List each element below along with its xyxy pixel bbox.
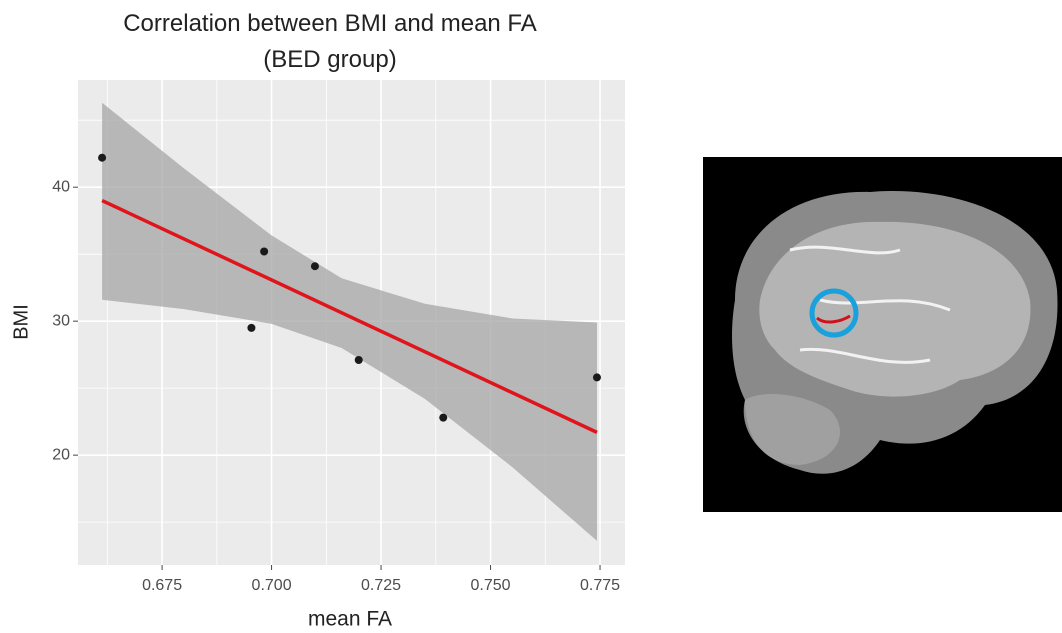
chart: mean FA BMI 0.675 0.700 0.725 0.750 0.775 20 3… bbox=[0, 0, 1062, 633]
x-tick-label: 0.750 bbox=[471, 577, 511, 594]
y-tick-label: 20 bbox=[52, 446, 70, 463]
y-axis-title: BMI bbox=[10, 304, 32, 340]
data-point bbox=[355, 356, 363, 364]
x-tick-label: 0.675 bbox=[142, 577, 182, 594]
data-point bbox=[98, 154, 106, 162]
x-tick-label: 0.725 bbox=[361, 577, 401, 594]
x-tick-label: 0.700 bbox=[252, 577, 292, 594]
data-point bbox=[260, 247, 268, 255]
data-point bbox=[593, 373, 601, 381]
data-point bbox=[439, 414, 447, 422]
y-tick-label: 40 bbox=[52, 178, 70, 195]
y-tick-label: 30 bbox=[52, 312, 70, 329]
x-tick-label: 0.775 bbox=[580, 577, 620, 594]
data-point bbox=[247, 324, 255, 332]
brain-image bbox=[703, 157, 1062, 512]
data-point bbox=[311, 262, 319, 270]
x-axis-title: mean FA bbox=[308, 608, 392, 631]
page: Correlation between BMI and mean FA (BED… bbox=[0, 0, 1062, 633]
